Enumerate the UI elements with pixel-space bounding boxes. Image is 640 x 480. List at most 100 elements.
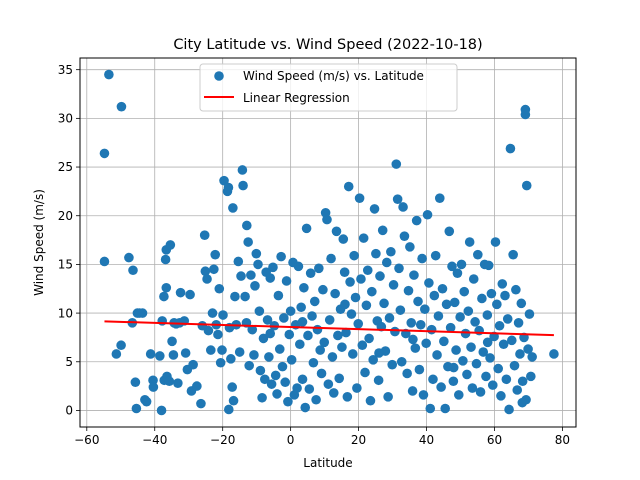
data-point xyxy=(387,359,398,370)
data-point xyxy=(368,355,378,365)
data-point xyxy=(219,175,229,186)
data-point xyxy=(277,361,288,372)
x-tick-label: 20 xyxy=(351,433,366,447)
data-point xyxy=(303,330,313,341)
data-point xyxy=(250,281,260,291)
data-point xyxy=(515,349,525,359)
data-point xyxy=(395,305,406,315)
data-point xyxy=(217,345,227,355)
data-point xyxy=(486,288,497,299)
data-point xyxy=(348,349,358,359)
data-point xyxy=(260,374,270,385)
y-tick-label: 10 xyxy=(58,306,73,320)
data-point xyxy=(352,383,362,393)
data-point xyxy=(224,404,234,415)
data-point xyxy=(274,344,285,354)
data-point xyxy=(273,290,284,301)
data-point xyxy=(228,203,238,213)
data-point xyxy=(308,357,319,368)
data-point xyxy=(234,347,245,357)
data-point xyxy=(497,279,508,289)
data-point xyxy=(375,271,385,281)
data-point xyxy=(338,234,349,244)
data-point xyxy=(502,314,513,324)
data-point xyxy=(433,311,444,321)
data-point xyxy=(418,390,429,400)
data-point xyxy=(473,249,483,260)
data-point xyxy=(276,251,286,262)
data-point xyxy=(265,328,276,339)
data-point xyxy=(456,259,467,270)
data-point xyxy=(116,101,127,112)
data-point xyxy=(381,257,392,268)
regression-line-group xyxy=(104,320,554,337)
data-point xyxy=(413,296,423,307)
data-point xyxy=(284,329,295,340)
data-point xyxy=(327,352,338,362)
data-point xyxy=(504,404,514,415)
data-point xyxy=(111,349,122,359)
data-point xyxy=(350,292,361,303)
data-point xyxy=(517,376,528,387)
data-point xyxy=(270,370,281,381)
data-point xyxy=(300,402,311,413)
data-point xyxy=(262,315,273,325)
data-point xyxy=(471,358,482,369)
x-tick-label: 40 xyxy=(419,433,434,447)
data-point xyxy=(161,282,172,293)
data-point xyxy=(354,193,365,204)
data-point xyxy=(481,371,491,382)
data-point xyxy=(297,317,308,327)
data-point xyxy=(345,277,355,287)
data-point xyxy=(364,333,374,344)
data-point xyxy=(145,349,156,359)
data-point xyxy=(157,316,168,326)
x-tick-label: 0 xyxy=(287,433,295,447)
data-point xyxy=(299,282,309,293)
data-point xyxy=(452,268,463,278)
data-point xyxy=(197,320,208,331)
data-point xyxy=(339,267,350,277)
data-point xyxy=(295,339,305,350)
data-point xyxy=(436,382,446,392)
data-point xyxy=(447,261,457,272)
data-point xyxy=(492,299,502,310)
legend-box xyxy=(199,63,458,112)
data-point xyxy=(406,318,417,328)
data-point xyxy=(213,329,223,340)
data-point xyxy=(343,181,354,192)
data-point xyxy=(148,375,158,386)
data-point xyxy=(505,143,516,154)
data-point xyxy=(148,382,159,392)
data-point xyxy=(258,333,269,344)
data-point xyxy=(155,351,165,361)
data-point xyxy=(215,357,226,368)
data-point xyxy=(340,299,350,310)
data-point xyxy=(253,259,263,270)
data-point xyxy=(326,253,336,264)
data-point xyxy=(309,296,320,307)
data-point xyxy=(408,334,418,345)
x-tick-label: 60 xyxy=(487,433,502,447)
data-point xyxy=(441,299,452,310)
data-point xyxy=(415,319,426,330)
data-point xyxy=(167,336,177,347)
data-point xyxy=(508,249,518,260)
x-tick-label: −20 xyxy=(210,433,235,447)
data-point xyxy=(399,231,410,241)
data-point xyxy=(264,352,274,362)
regression-line xyxy=(104,320,554,337)
data-point xyxy=(283,396,293,407)
data-point xyxy=(462,369,472,380)
data-point xyxy=(424,278,434,288)
data-point xyxy=(526,371,536,382)
data-point xyxy=(292,383,302,393)
data-point xyxy=(428,374,438,385)
data-point xyxy=(124,252,134,263)
data-point xyxy=(349,250,359,261)
data-point xyxy=(487,380,498,390)
data-point xyxy=(159,291,169,302)
data-point xyxy=(286,355,297,365)
data-point xyxy=(520,104,531,115)
data-point xyxy=(319,337,330,348)
